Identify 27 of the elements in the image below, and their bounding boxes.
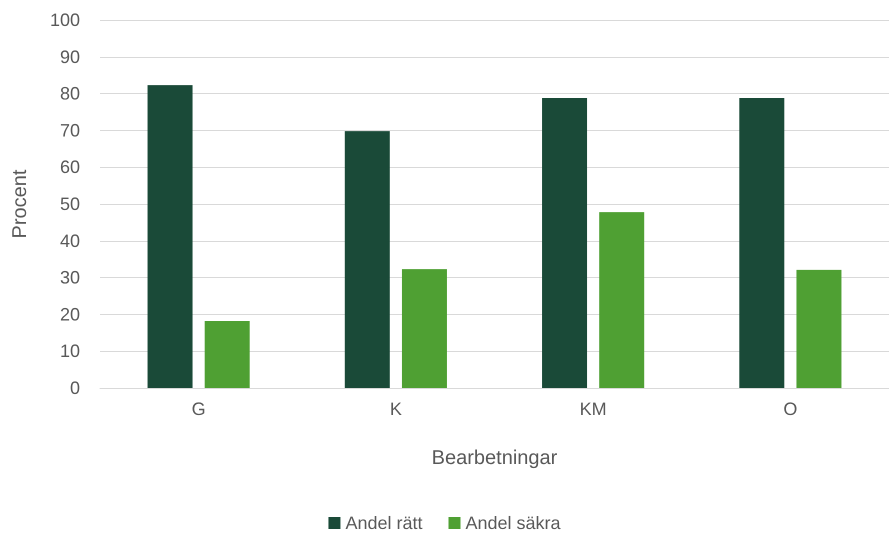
x-tick-label: O <box>783 399 798 419</box>
legend-label: Andel rätt <box>345 513 422 533</box>
y-tick-label: 0 <box>70 378 80 398</box>
y-tick-label: 100 <box>50 10 80 30</box>
y-tick-label: 60 <box>60 157 80 178</box>
x-axis-title: Bearbetningar <box>432 447 558 469</box>
bar <box>542 98 588 388</box>
bar <box>599 212 644 388</box>
x-tick-label: G <box>192 399 206 419</box>
y-tick-label: 50 <box>60 194 80 214</box>
y-tick-label: 10 <box>60 341 80 362</box>
x-tick-label: K <box>390 399 402 419</box>
x-tick-label: KM <box>580 399 607 419</box>
y-axis-title: Procent <box>9 169 31 238</box>
legend-label: Andel säkra <box>465 513 562 533</box>
y-tick-label: 90 <box>60 46 80 67</box>
y-tick-label: 80 <box>60 84 80 104</box>
bar <box>344 131 390 388</box>
bar <box>402 269 447 388</box>
y-tick-label: 30 <box>60 268 80 288</box>
y-tick-label: 20 <box>60 304 80 324</box>
y-tick-label: 70 <box>60 120 80 140</box>
y-tick-label: 40 <box>60 230 80 251</box>
bar <box>204 321 250 388</box>
bar <box>739 98 784 388</box>
bar <box>148 85 193 388</box>
bar <box>796 270 842 388</box>
